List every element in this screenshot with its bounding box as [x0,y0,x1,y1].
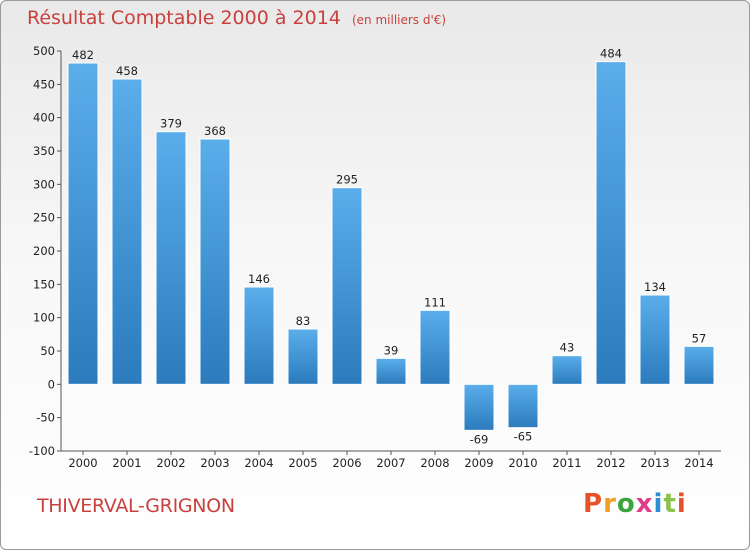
y-tick-label: 150 [33,277,55,291]
bar-2014 [683,345,715,385]
proxiti-logo: Proxiti [583,489,687,519]
value-label-2011: 43 [560,341,575,355]
y-tick-label: 450 [33,77,55,91]
y-tick-label: 350 [33,144,55,158]
x-tick-label: 2001 [112,456,141,470]
bar-2009 [463,383,495,431]
city-name: THIVERVAL-GRIGNON [37,495,235,517]
value-label-2007: 39 [384,343,399,357]
value-label-2002: 379 [160,117,182,131]
bar-2002 [155,131,187,385]
y-tick-label: 0 [48,377,55,391]
value-label-2004: 146 [248,272,270,286]
logo-letter: r [603,489,617,519]
y-tick-label: 100 [33,311,55,325]
x-tick-label: 2008 [420,456,449,470]
title-unit: (en milliers d'€) [351,13,447,27]
logo-letter: o [616,489,636,519]
y-tick-label: -100 [29,444,55,458]
logo-letter: P [583,489,604,519]
x-tick-label: 2011 [552,456,581,470]
y-tick-label: 500 [33,44,55,58]
y-tick-label: 300 [33,177,55,191]
value-label-2001: 458 [116,64,138,78]
bar-2008 [419,309,451,385]
y-tick-label: 400 [33,111,55,125]
logo-letter: x [635,489,654,519]
x-tick-label: 2002 [156,456,185,470]
value-label-2012: 484 [600,47,622,61]
value-label-2014: 57 [692,331,707,345]
y-tick-label: 250 [33,211,55,225]
logo-letter: i [676,489,687,519]
bar-2006 [331,187,363,385]
bar-2012 [595,61,627,385]
bar-2000 [67,62,99,385]
value-label-2005: 83 [296,314,311,328]
y-tick-label: -50 [36,411,55,425]
bar-2001 [111,78,143,385]
value-label-2008: 111 [424,295,446,309]
bar-2011 [551,355,583,385]
x-tick-label: 2000 [68,456,97,470]
chart-title: Résultat Comptable 2000 à 2014 (en milli… [27,7,446,29]
value-label-2003: 368 [204,124,226,138]
x-tick-label: 2010 [508,456,537,470]
bar-2007 [375,357,407,385]
x-tick-label: 2013 [640,456,669,470]
x-tick-label: 2014 [684,456,713,470]
value-label-2013: 134 [644,280,666,294]
x-tick-label: 2006 [332,456,361,470]
bar-2010 [507,383,539,429]
value-label-2006: 295 [336,173,358,187]
x-tick-label: 2009 [464,456,493,470]
x-tick-label: 2003 [200,456,229,470]
x-tick-label: 2007 [376,456,405,470]
value-label-2000: 482 [72,48,94,62]
bar-2003 [199,138,231,385]
x-tick-label: 2005 [288,456,317,470]
x-tick-label: 2004 [244,456,273,470]
bar-2013 [639,294,671,385]
bar-2005 [287,328,319,385]
value-label-2009: -69 [470,432,489,446]
logo-letter: i [653,489,664,519]
logo-letter: t [663,489,677,519]
bar-2004 [243,286,275,385]
y-tick-label: 200 [33,244,55,258]
x-tick-label: 2012 [596,456,625,470]
title-text: Résultat Comptable 2000 à 2014 [27,7,341,29]
y-tick-label: 50 [40,344,55,358]
value-label-2010: -65 [514,430,533,444]
